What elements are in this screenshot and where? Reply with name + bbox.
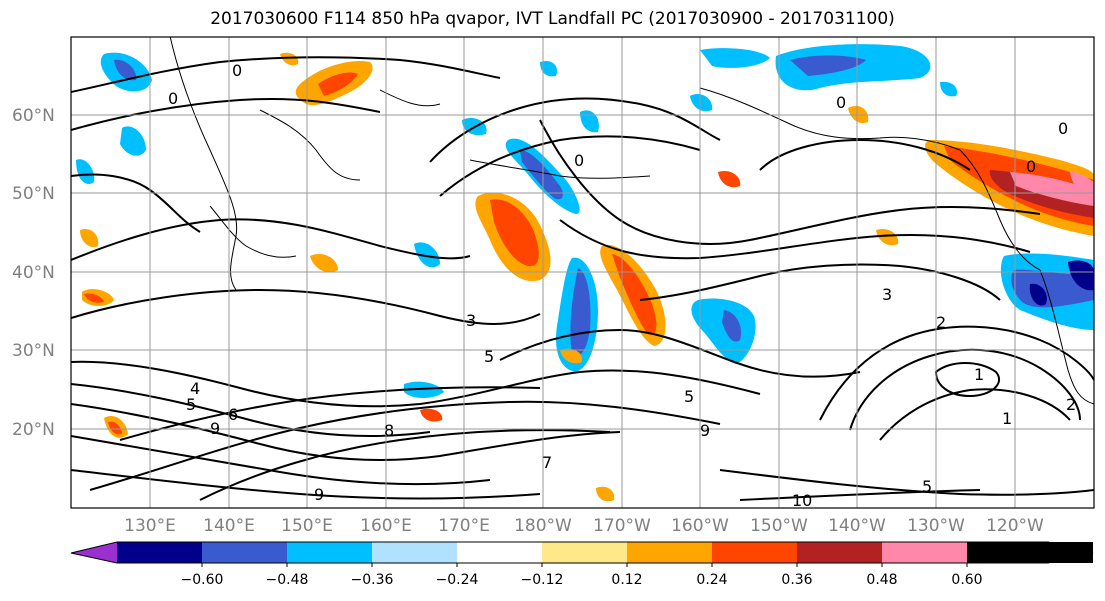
colorbar-label: −0.12: [521, 572, 564, 588]
lat-label: 30°N: [12, 341, 55, 361]
coastlines: [169, 37, 1094, 405]
lon-label: 170°E: [438, 516, 490, 536]
contour-label: 7: [542, 453, 552, 472]
colorbar-label: −0.48: [266, 572, 309, 588]
contour-label: 5: [684, 387, 694, 406]
contour-label: 0: [1058, 119, 1068, 138]
contour-label: 2: [1066, 395, 1076, 414]
contour-label: 9: [700, 421, 710, 440]
graticule: [71, 37, 1094, 508]
colorbar-segment: [882, 542, 967, 563]
lon-label: 170°W: [593, 516, 651, 536]
colorbar: −0.60 −0.48 −0.36 −0.24 −0.12 0.12 0.24 …: [70, 541, 1094, 588]
contour-label: 4: [190, 379, 200, 398]
lon-label: 150°E: [281, 516, 333, 536]
contour-label: 3: [882, 285, 892, 304]
colorbar-segment: [797, 542, 882, 563]
lat-label: 40°N: [12, 263, 55, 283]
contour-label: 5: [186, 395, 196, 414]
contour-label: 0: [1026, 157, 1036, 176]
contour-label: 8: [384, 421, 394, 440]
contour-label: 9: [314, 485, 324, 504]
lon-label: 130°E: [124, 516, 176, 536]
colorbar-segment: [287, 542, 372, 563]
contour-label: 5: [484, 347, 494, 366]
colorbar-label: −0.24: [436, 572, 479, 588]
lat-label: 50°N: [12, 184, 55, 204]
contour-label: 1: [974, 365, 984, 384]
colorbar-ticks: [201, 563, 968, 567]
contour-label: 9: [210, 419, 220, 438]
colorbar-label: 0.36: [781, 572, 812, 588]
colorbar-segment: [542, 542, 627, 563]
contour-label: 0: [232, 61, 242, 80]
contour-label: 5: [922, 477, 932, 496]
colorbar-outline: [70, 541, 1094, 564]
latitude-labels: 60°N 50°N 40°N 30°N 20°N: [12, 106, 55, 440]
colorbar-segment: [627, 542, 712, 563]
ivt-contours: [71, 56, 1094, 501]
colorbar-label: 0.60: [951, 572, 982, 588]
colorbar-segment: [117, 542, 202, 563]
colorbar-label: 0.48: [866, 572, 897, 588]
lon-label: 140°W: [828, 516, 886, 536]
contour-labels: 0 0 0 0 0 0 3 5 4 5 6 9 8 7 5 9 9 2 3 1 …: [168, 61, 1076, 510]
colorbar-label: 0.24: [696, 572, 727, 588]
contour-label: 3: [466, 311, 476, 330]
lon-label: 120°W: [986, 516, 1044, 536]
colorbar-extend-low: [71, 542, 117, 563]
colorbar-label: −0.36: [351, 572, 394, 588]
lon-label: 160°E: [360, 516, 412, 536]
colorbar-label: −0.60: [181, 572, 224, 588]
contour-label: 0: [168, 89, 178, 108]
colorbar-extend-high: [967, 542, 1093, 563]
lon-label: 160°W: [671, 516, 729, 536]
map-panel: 0 0 0 0 0 0 3 5 4 5 6 9 8 7 5 9 9 2 3 1 …: [71, 37, 1094, 510]
lon-label: 180°W: [514, 516, 572, 536]
contour-label: 6: [228, 405, 238, 424]
colorbar-segment: [457, 542, 542, 563]
colorbar-segment: [202, 542, 287, 563]
colorbar-labels: −0.60 −0.48 −0.36 −0.24 −0.12 0.12 0.24 …: [181, 572, 983, 588]
lon-label: 140°E: [203, 516, 255, 536]
colorbar-label: 0.12: [611, 572, 642, 588]
longitude-labels: 130°E 140°E 150°E 160°E 170°E 180°W 170°…: [124, 516, 1044, 536]
contour-label: 0: [574, 151, 584, 170]
lon-label: 150°W: [750, 516, 808, 536]
map-title: 2017030600 F114 850 hPa qvapor, IVT Land…: [210, 9, 895, 29]
lon-label: 130°W: [907, 516, 965, 536]
map-frame: [70, 36, 1095, 509]
contour-label: 2: [936, 313, 946, 332]
contour-label: 1: [1002, 409, 1012, 428]
lat-label: 60°N: [12, 106, 55, 126]
lat-label: 20°N: [12, 420, 55, 440]
contour-label: 10: [792, 491, 812, 510]
colorbar-segment: [372, 542, 457, 563]
colorbar-segment: [712, 542, 797, 563]
contour-label: 0: [836, 93, 846, 112]
